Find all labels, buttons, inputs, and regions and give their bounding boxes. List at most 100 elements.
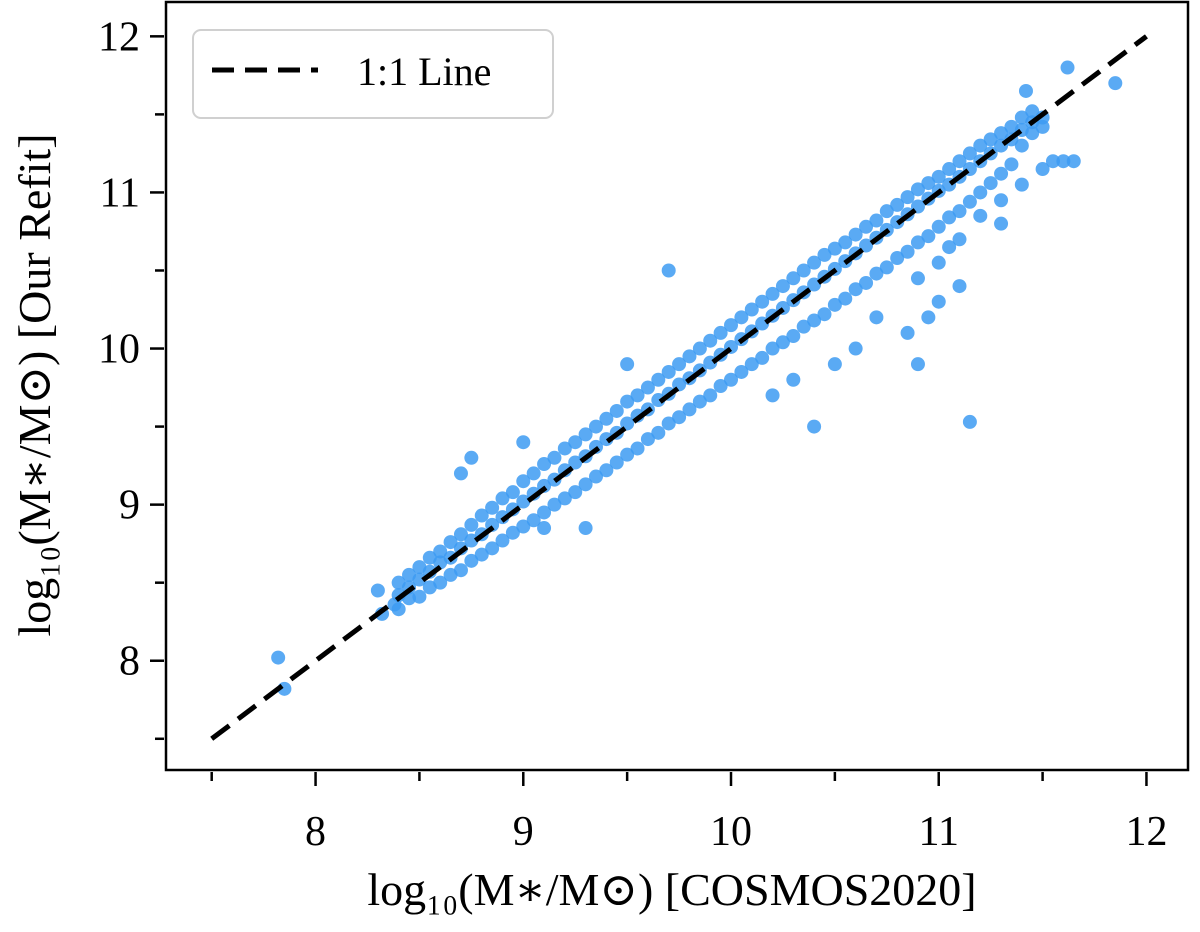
scatter-point <box>910 235 925 250</box>
scatter-point <box>973 208 988 223</box>
scatter-point <box>516 474 531 489</box>
scatter-point <box>672 357 687 372</box>
scatter-point <box>910 271 925 286</box>
scatter-point <box>1014 177 1029 192</box>
scatter-point <box>661 263 676 278</box>
scatter-point <box>848 282 863 297</box>
scatter-point <box>869 213 884 228</box>
scatter-point <box>942 210 957 225</box>
scatter-point <box>1018 83 1033 98</box>
scatter-point <box>609 455 624 470</box>
scatter-point <box>578 521 593 536</box>
scatter-point <box>890 197 905 212</box>
legend: 1:1 Line <box>192 29 554 119</box>
scatter-point <box>1045 154 1060 169</box>
y-tick-label: 11 <box>100 170 140 216</box>
scatter-point <box>505 485 520 500</box>
scatter-point <box>817 307 832 322</box>
scatter-point <box>516 519 531 534</box>
scatter-point <box>910 182 925 197</box>
scatter-point <box>1014 138 1029 153</box>
scatter-point <box>620 447 635 462</box>
scatter-point <box>994 166 1009 181</box>
scatter-point <box>630 388 645 403</box>
scatter-point <box>983 132 998 147</box>
scatter-point <box>931 255 946 270</box>
scatter-point <box>807 313 822 328</box>
scatter-point <box>983 176 998 191</box>
scatter-point <box>453 466 468 481</box>
scatter-point <box>942 240 957 255</box>
scatter-point <box>547 497 562 512</box>
y-tick-label: 8 <box>119 639 140 685</box>
scatter-point <box>464 450 479 465</box>
y-axis-label: log₁₀(M∗/M⊙) [Our Refit] <box>9 133 60 636</box>
scatter-point <box>526 513 541 528</box>
scatter-point <box>640 380 655 395</box>
scatter-point <box>994 126 1009 141</box>
scatter-point <box>921 229 936 244</box>
scatter-point <box>588 419 603 434</box>
scatter-point <box>682 349 697 364</box>
scatter-point <box>994 216 1009 231</box>
scatter-point <box>1035 162 1050 177</box>
scatter-point <box>900 190 915 205</box>
scatter-point <box>931 294 946 309</box>
scatter-point <box>271 650 286 665</box>
scatter-point <box>474 547 489 562</box>
scatter-point <box>485 500 500 515</box>
scatter-point <box>453 563 468 578</box>
scatter-point <box>692 341 707 356</box>
scatter-point <box>786 372 801 387</box>
scatter-point <box>433 575 448 590</box>
scatter-point <box>537 521 552 536</box>
scatter-point <box>651 425 666 440</box>
y-axis-ticks: 8 9 10 11 12 <box>98 14 164 741</box>
scatter-point <box>599 411 614 426</box>
scatter-point <box>807 419 822 434</box>
scatter-point <box>485 541 500 556</box>
scatter-point <box>962 146 977 161</box>
scatter-point <box>952 279 967 294</box>
legend-label: 1:1 Line <box>357 49 491 94</box>
scatter-point <box>703 333 718 348</box>
scatter-point <box>921 176 936 191</box>
scatter-point <box>713 379 728 393</box>
scatter-point <box>568 455 583 470</box>
scatter-point <box>921 310 936 325</box>
scatter-point <box>682 402 697 417</box>
scatter-point <box>910 357 925 372</box>
scatter-point <box>1056 154 1071 169</box>
scatter-point <box>775 335 790 350</box>
scatter-point <box>557 491 572 506</box>
scatter-point <box>537 505 552 520</box>
scatter-point <box>744 302 759 317</box>
y-tick-label: 12 <box>98 14 140 60</box>
scatter-point <box>370 583 385 598</box>
scatter-point <box>952 204 967 219</box>
scatter-point <box>755 294 770 309</box>
scatter-point <box>640 432 655 447</box>
x-tick-label: 8 <box>305 809 326 855</box>
scatter-point <box>744 357 759 372</box>
scatter-point <box>505 525 520 540</box>
scatter-point <box>796 319 811 334</box>
scatter-point <box>931 169 946 184</box>
one-to-one-line <box>210 34 1148 741</box>
x-axis-label: log₁₀(M∗/M⊙) [COSMOS2020] <box>367 864 976 915</box>
scatter-point <box>620 394 635 409</box>
scatter-point <box>827 357 842 372</box>
scatter-point <box>765 286 780 301</box>
scatter-point <box>734 310 749 325</box>
scatter-point <box>952 232 967 247</box>
scatter-point <box>765 388 780 403</box>
scatter-point <box>495 533 510 548</box>
y-tick-label: 10 <box>98 327 140 373</box>
scatter-point <box>838 291 853 306</box>
scatter-point <box>620 357 635 372</box>
scatter-point <box>1108 76 1123 91</box>
scatter-point <box>734 364 749 379</box>
x-tick-label: 12 <box>1125 809 1167 855</box>
scatter-point <box>547 450 562 465</box>
